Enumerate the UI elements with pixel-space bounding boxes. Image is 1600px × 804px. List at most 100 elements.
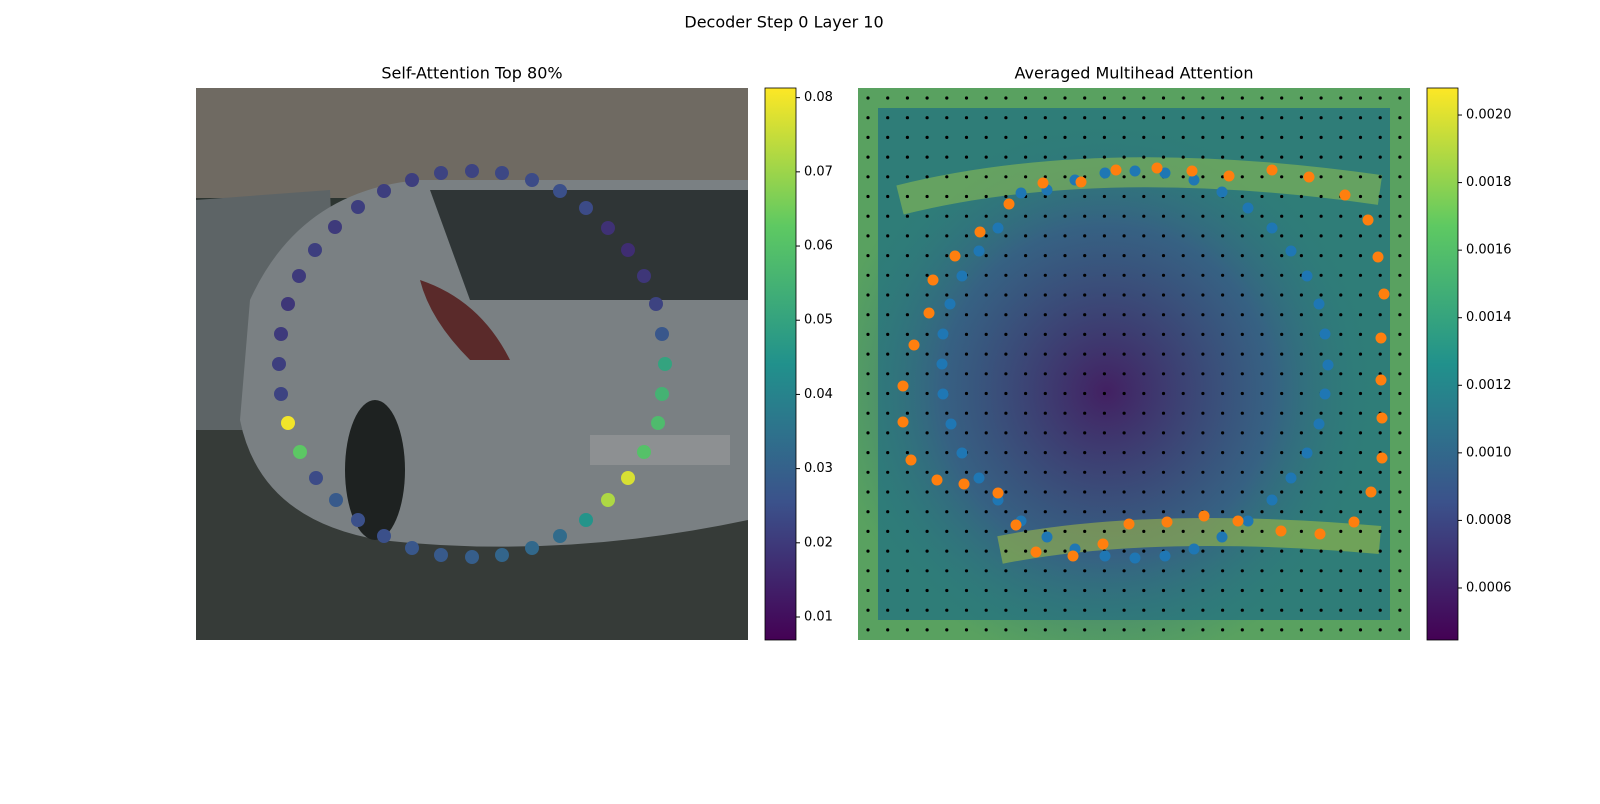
grid-dot [1024,470,1028,474]
point [351,200,365,214]
grid-dot [1398,411,1402,415]
grid-dot [1339,529,1343,534]
grid-dot [964,254,969,258]
grid-dot [1398,96,1402,100]
point [1075,176,1087,188]
grid-dot [1102,234,1106,238]
grid-dot [1063,116,1067,120]
grid-dot [1083,451,1087,455]
grid-dot [1083,588,1087,593]
grid-dot [964,549,969,553]
grid-dot [1378,175,1382,179]
grid-dot [1161,352,1166,356]
grid-dot [1378,155,1382,159]
grid-dot [886,628,890,632]
grid-dot [1161,529,1166,534]
grid-dot [1161,510,1166,514]
grid-dot [1043,549,1047,553]
grid-dot [886,96,890,100]
point [1067,550,1079,562]
grid-dot [945,628,949,632]
grid-dot [964,588,969,593]
grid-dot [1083,529,1087,534]
point [1099,167,1111,179]
point [328,220,342,234]
grid-dot [945,372,949,376]
grid-dot [984,411,988,415]
grid-dot [886,470,890,474]
grid-dot [1299,214,1303,218]
grid-dot [1043,214,1047,218]
grid-dot [984,372,988,376]
grid-dot [1260,293,1264,297]
grid-dot [1043,411,1047,415]
grid-dot [1142,588,1146,593]
point [434,166,448,180]
grid-dot [1181,510,1185,514]
grid-dot [1102,254,1106,258]
grid-dot [1319,490,1323,494]
grid-dot [945,352,949,356]
grid-dot [1240,470,1244,474]
grid-dot [1024,549,1028,553]
grid-dot [984,451,988,455]
grid-dot [1358,451,1363,455]
grid-dot [1142,96,1146,100]
grid-dot [1142,431,1146,435]
grid-dot [886,451,890,455]
grid-dot [1083,549,1087,553]
grid-dot [984,628,988,632]
grid-dot [964,135,969,139]
grid-dot [964,352,969,356]
grid-dot [1398,470,1402,474]
colorbar-tick-label: 0.08 [804,90,833,105]
grid-dot [1319,372,1323,376]
grid-dot [1221,510,1225,514]
grid-dot [1043,175,1047,179]
grid-dot [925,470,929,474]
grid-dot [1201,391,1205,396]
grid-dot [1260,628,1264,632]
grid-dot [1161,332,1166,336]
grid-dot [1102,194,1106,199]
grid-dot [1201,116,1205,120]
point [377,184,391,198]
grid-dot [1142,549,1146,553]
grid-dot [1378,391,1382,396]
grid-dot [1043,510,1047,514]
grid-dot [1378,214,1382,218]
grid-dot [1043,234,1047,238]
photo [196,88,748,640]
grid-dot [1181,588,1185,593]
grid-dot [964,313,969,317]
grid-dot [1280,273,1284,277]
grid-dot [1083,313,1087,317]
grid-dot [1043,608,1047,612]
grid-dot [1122,135,1126,139]
grid-dot [1240,135,1244,139]
grid-dot [1161,155,1166,159]
grid-dot [925,391,929,396]
colorbar-tick-label: 0.07 [804,164,833,179]
grid-dot [905,411,910,415]
colorbar-tick-label: 0.02 [804,535,833,550]
grid-dot [866,569,870,573]
grid-dot [1398,431,1402,435]
point [465,550,479,564]
grid-dot [1240,293,1244,297]
grid-dot [1102,608,1106,612]
point [897,380,909,392]
point [931,474,943,486]
grid-dot [1201,569,1205,573]
grid-dot [866,510,870,514]
grid-dot [886,549,890,553]
grid-dot [1280,470,1284,474]
grid-dot [945,510,949,514]
grid-dot [1339,431,1343,435]
grid-dot [1024,431,1028,435]
grid-dot [1280,490,1284,494]
grid-dot [945,254,949,258]
grid-dot [1142,135,1146,139]
point [944,298,956,310]
grid-dot [1260,510,1264,514]
